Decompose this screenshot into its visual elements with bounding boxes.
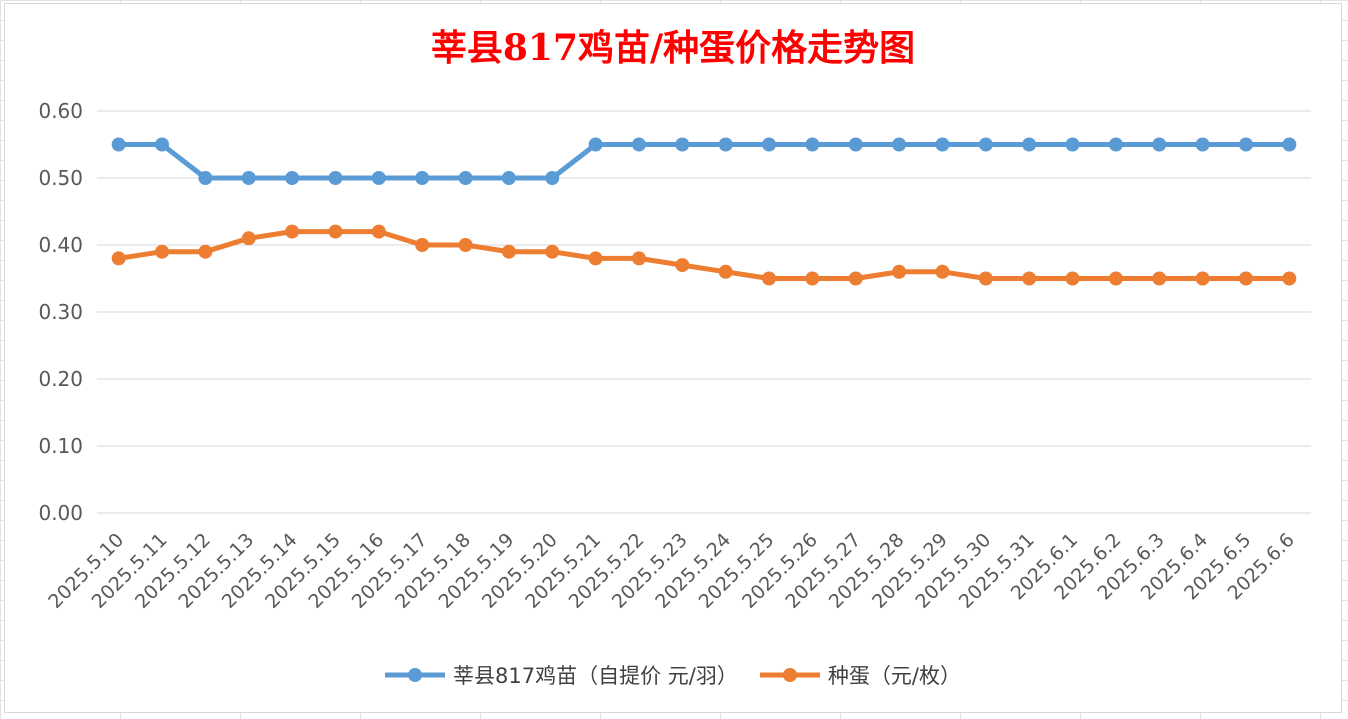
legend-item-chick: 莘县817鸡苗（自提价 元/羽） [385,660,738,690]
data-point [805,137,820,152]
data-point [371,171,386,185]
data-point [458,238,473,252]
plot-area: 0.000.100.200.300.400.500.60 2025.5.1020… [38,99,1311,613]
data-point [718,264,733,279]
data-point [848,137,863,152]
data-point [328,171,343,185]
data-point [415,238,430,252]
data-point [198,171,213,185]
data-point [155,137,170,152]
legend-marker-chick [385,668,446,682]
y-tick-label: 0.50 [38,166,83,190]
data-point [545,171,560,185]
legend-marker-egg [759,668,820,682]
data-point [545,244,560,259]
data-point [111,137,126,152]
data-point [155,244,170,259]
data-point [501,171,516,185]
data-point [458,171,473,185]
legend-item-egg: 种蛋（元/枚） [759,660,961,690]
y-tick-label: 0.30 [38,300,83,324]
data-point [1108,137,1123,152]
data-point [285,224,300,239]
data-point [935,137,950,152]
chart-title: 莘县817鸡苗/种蛋价格走势图 [430,27,916,69]
data-point [675,258,690,273]
series-line-0 [116,142,1292,181]
series-line-1 [116,229,1292,281]
data-point [805,271,820,286]
data-point [1108,271,1123,286]
data-point [1065,137,1080,152]
data-point [1282,137,1297,152]
data-point [1238,137,1253,152]
chart-area[interactable]: 莘县817鸡苗/种蛋价格走势图 0.00 0.10 0.20 0.30 0.40 0.50… [4,3,1342,713]
data-point [1152,271,1167,286]
data-point [675,137,690,152]
data-point [241,231,256,246]
data-point [588,251,603,266]
data-point [111,251,126,266]
data-point [501,244,516,259]
data-point [631,137,646,152]
data-point [762,137,777,152]
data-point [892,264,907,279]
legend: 莘县817鸡苗（自提价 元/羽） 种蛋（元/枚） [5,660,1341,690]
legend-label-egg: 种蛋（元/枚） [827,664,961,688]
data-point [198,244,213,259]
y-tick-label: 0.40 [38,233,83,257]
data-point [762,271,777,286]
data-point [1195,271,1210,286]
data-point [415,171,430,185]
data-point [978,271,993,286]
data-point [1022,137,1037,152]
data-point [935,264,950,279]
data-point [241,171,256,185]
data-point [892,137,907,152]
data-point [718,137,733,152]
data-point [1022,271,1037,286]
y-tick-label: 0.60 [38,99,83,123]
data-point [848,271,863,286]
data-point [1065,271,1080,286]
data-point [285,171,300,185]
data-point [371,224,386,239]
y-tick-label: 0.20 [38,367,83,391]
data-point [1152,137,1167,152]
y-tick-label: 0.00 [38,501,83,525]
data-point [328,224,343,239]
legend-label-chick: 莘县817鸡苗（自提价 元/羽） [453,664,738,688]
y-tick-label: 0.10 [38,434,83,458]
data-point [588,137,603,152]
data-point [1195,137,1210,152]
data-point [1238,271,1253,286]
data-point [978,137,993,152]
data-point [631,251,646,266]
data-point [1282,271,1297,286]
